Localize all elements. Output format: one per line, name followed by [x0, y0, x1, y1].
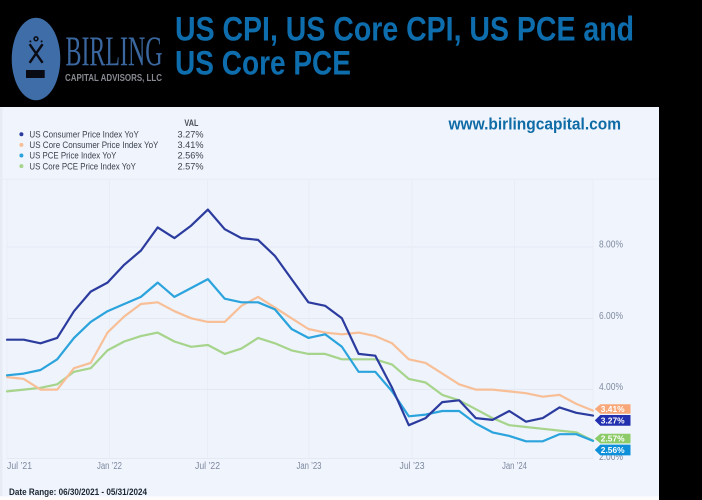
svg-text:Jan ’24: Jan ’24 — [502, 461, 527, 472]
svg-text:US Core PCE Price Index YoY: US Core PCE Price Index YoY — [29, 161, 136, 171]
svg-text:Date Range: 06/30/2021 - 05/31: Date Range: 06/30/2021 - 05/31/2024 — [9, 487, 147, 497]
svg-text:US Consumer Price Index YoY: US Consumer Price Index YoY — [29, 130, 139, 140]
svg-text:VAL: VAL — [184, 118, 199, 128]
svg-text:Jul ’22: Jul ’22 — [195, 461, 220, 472]
svg-text:6.00%: 6.00% — [599, 311, 623, 322]
svg-text:3.41%: 3.41% — [178, 140, 204, 150]
svg-text:Jul ’21: Jul ’21 — [7, 461, 32, 472]
svg-text:2.57%: 2.57% — [601, 434, 625, 444]
svg-text:Jan ’23: Jan ’23 — [297, 461, 322, 472]
svg-text:2.56%: 2.56% — [178, 151, 204, 161]
svg-text:BIRLING: BIRLING — [66, 29, 163, 76]
svg-text:CAPITAL ADVISORS, LLC: CAPITAL ADVISORS, LLC — [65, 73, 162, 84]
svg-text:US PCE Price Index YoY: US PCE Price Index YoY — [29, 151, 116, 161]
svg-text:3.41%: 3.41% — [601, 404, 625, 414]
svg-text:2.57%: 2.57% — [178, 161, 204, 171]
svg-text:www.birlingcapital.com: www.birlingcapital.com — [448, 116, 621, 134]
svg-text:US Core Consumer Price Index Y: US Core Consumer Price Index YoY — [29, 140, 158, 150]
svg-text:8.00%: 8.00% — [599, 240, 623, 251]
svg-text:4.00%: 4.00% — [599, 382, 623, 393]
svg-text:US Core PCE: US Core PCE — [175, 45, 351, 83]
svg-text:2.00%: 2.00% — [599, 452, 623, 463]
svg-text:Jul ’23: Jul ’23 — [400, 461, 425, 472]
svg-text:3.27%: 3.27% — [601, 415, 625, 425]
svg-text:Jan ’22: Jan ’22 — [97, 461, 122, 472]
svg-text:2.56%: 2.56% — [601, 445, 625, 455]
svg-text:3.27%: 3.27% — [178, 130, 204, 140]
svg-text:US CPI, US Core CPI, US PCE an: US CPI, US Core CPI, US PCE and — [175, 11, 634, 49]
